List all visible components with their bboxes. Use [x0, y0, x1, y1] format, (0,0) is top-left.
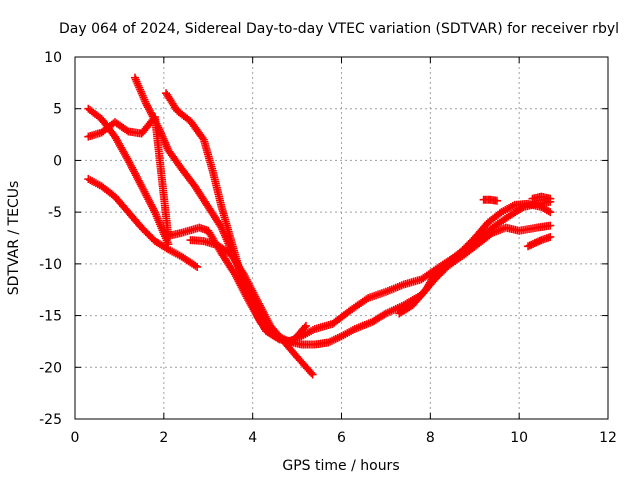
- series-track-3: [84, 104, 173, 249]
- x-tick-labels: 0 2 4 6 8 10 12: [71, 430, 617, 446]
- data-point: [546, 208, 555, 217]
- data-point: [546, 232, 555, 241]
- x-tick-label: 12: [599, 430, 617, 446]
- chart-title: Day 064 of 2024, Sidereal Day-to-day VTE…: [59, 21, 619, 37]
- y-axis-label: SDTVAR / TECUs: [6, 181, 22, 296]
- x-tick-label: 10: [510, 430, 528, 446]
- y-tick-label: 5: [53, 102, 62, 118]
- x-axis-label: GPS time / hours: [282, 458, 399, 474]
- x-tick-label: 6: [337, 430, 346, 446]
- y-tick-label: 0: [53, 153, 62, 169]
- series-track-1: [84, 175, 202, 271]
- plot-frame: [74, 56, 609, 420]
- data-point: [308, 370, 317, 379]
- y-tick-labels: -25 -20 -15 -10 -5 0 5 10: [39, 50, 62, 428]
- y-tick-label: -5: [48, 205, 62, 221]
- series-track-10: [528, 192, 555, 203]
- data-point: [546, 194, 555, 203]
- series-track-8: [479, 195, 501, 205]
- x-tick-label: 0: [71, 430, 80, 446]
- y-tick-label: -15: [39, 309, 62, 325]
- series-track-7: [395, 199, 555, 318]
- data-point: [492, 196, 501, 205]
- data-point: [301, 321, 310, 330]
- series-track-9: [524, 232, 555, 251]
- data-point: [546, 221, 555, 230]
- series-track-6: [186, 236, 317, 379]
- data-point: [164, 240, 173, 249]
- x-tick-label: 4: [248, 430, 257, 446]
- y-tick-label: 10: [44, 50, 62, 66]
- data-point: [193, 262, 202, 271]
- x-tick-label: 2: [159, 430, 168, 446]
- x-tick-label: 8: [426, 430, 435, 446]
- y-tick-label: -20: [39, 360, 62, 376]
- y-tick-label: -10: [39, 257, 62, 273]
- y-tick-label: -25: [39, 412, 62, 428]
- series-layer: [84, 73, 555, 379]
